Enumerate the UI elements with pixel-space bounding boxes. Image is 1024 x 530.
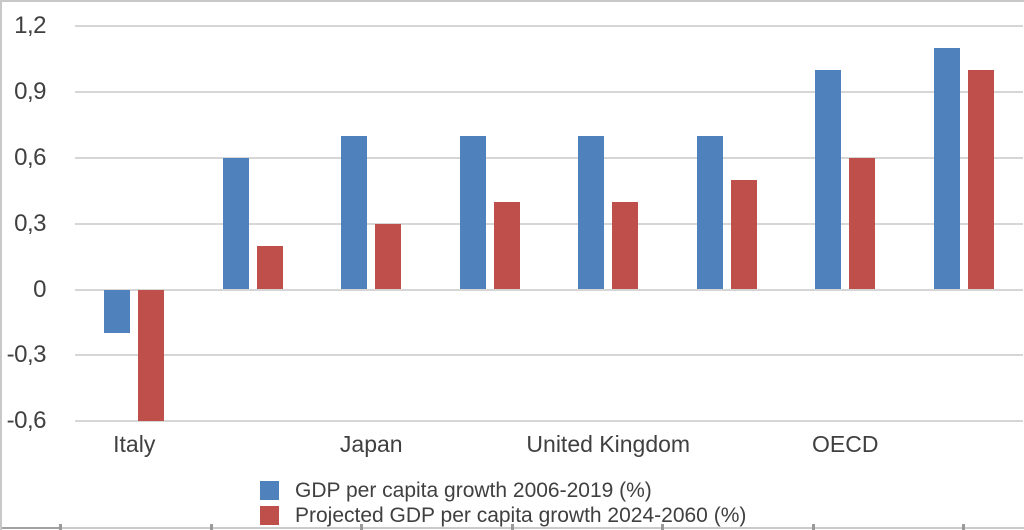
bar-gdp-2006-2019-group5 xyxy=(578,135,605,290)
cropped-axis-tick xyxy=(962,524,965,530)
bar-gdp-2006-2019-group8 xyxy=(933,48,960,290)
legend-swatch-projected-2024-2060-icon xyxy=(260,506,279,525)
cropped-axis-tick xyxy=(209,524,213,530)
gridline xyxy=(75,420,1023,423)
x-axis-category-label: OECD xyxy=(812,431,879,457)
bar-gdp-2006-2019-group7 xyxy=(815,70,842,290)
x-axis-category-label: United Kingdom xyxy=(526,431,691,457)
gridline xyxy=(75,354,1023,357)
bar-projected-2024-2060-group5 xyxy=(612,201,639,290)
legend-swatch-gdp-2006-2019-icon xyxy=(260,481,279,500)
bar-gdp-2006-2019-group3 xyxy=(341,135,368,290)
bar-projected-2024-2060-group1 xyxy=(138,289,165,422)
bar-projected-2024-2060-group2 xyxy=(256,245,283,290)
legend-item-projected-2024-2060: Projected GDP per capita growth 2024-206… xyxy=(260,503,746,528)
bar-gdp-2006-2019-group4 xyxy=(459,135,486,290)
bar-gdp-2006-2019-group2 xyxy=(222,157,249,290)
x-axis-category-label: Japan xyxy=(339,431,403,457)
y-axis-tick-label: 0 xyxy=(33,275,46,303)
legend-item-gdp-2006-2019: GDP per capita growth 2006-2019 (%) xyxy=(260,478,746,503)
legend-label-projected-2024-2060: Projected GDP per capita growth 2024-206… xyxy=(295,503,747,527)
chart-legend: GDP per capita growth 2006-2019 (%) Proj… xyxy=(260,478,746,528)
bar-gdp-2006-2019-group1 xyxy=(104,289,131,334)
y-axis-tick-label: -0,3 xyxy=(6,341,47,369)
cropped-axis-tick xyxy=(360,524,363,530)
y-axis-tick-label: 0,3 xyxy=(14,209,46,237)
bar-projected-2024-2060-group8 xyxy=(967,70,994,290)
gridline xyxy=(75,222,1023,225)
bar-gdp-2006-2019-group6 xyxy=(696,135,723,290)
gridline xyxy=(75,25,1023,28)
cropped-axis-tick xyxy=(661,524,664,530)
cropped-axis-line-segment xyxy=(2,527,59,529)
y-axis-tick-label: 0,9 xyxy=(14,78,46,106)
gridline xyxy=(75,288,1023,291)
y-axis-tick-label: -0,6 xyxy=(6,407,47,435)
cropped-axis-tick xyxy=(811,524,815,530)
y-axis-tick-label: 1,2 xyxy=(14,12,46,40)
bar-projected-2024-2060-group7 xyxy=(849,157,876,290)
cropped-axis-tick xyxy=(59,524,62,530)
bar-projected-2024-2060-group4 xyxy=(493,201,520,290)
x-axis-category-label: Italy xyxy=(113,431,156,457)
bar-projected-2024-2060-group6 xyxy=(730,179,757,290)
legend-label-gdp-2006-2019: GDP per capita growth 2006-2019 (%) xyxy=(295,478,652,502)
cropped-axis-tick xyxy=(510,524,514,530)
gridline xyxy=(75,156,1023,159)
gridline xyxy=(75,91,1023,94)
y-axis-tick-label: 0,6 xyxy=(14,143,46,171)
bar-projected-2024-2060-group3 xyxy=(375,223,402,290)
